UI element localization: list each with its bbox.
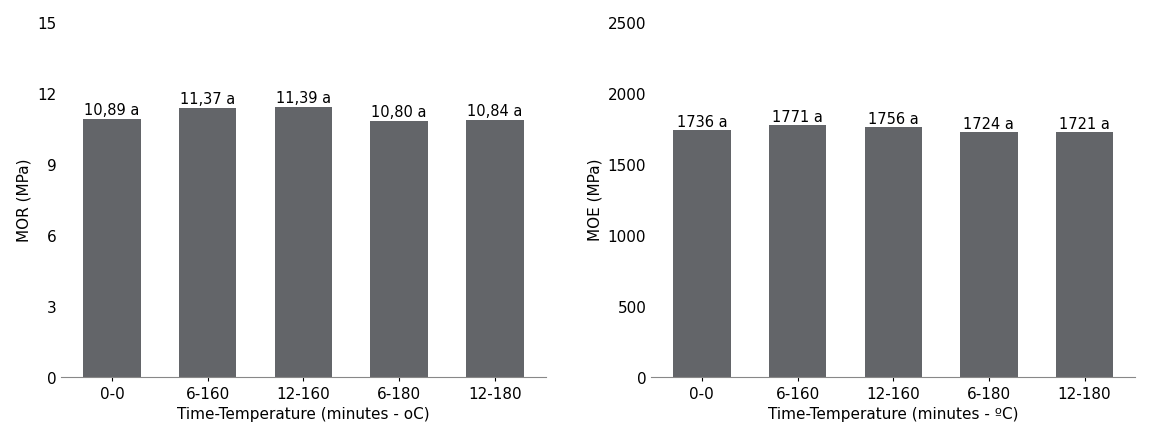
X-axis label: Time-Temperature (minutes - oC): Time-Temperature (minutes - oC) bbox=[177, 406, 430, 421]
Bar bbox=[371, 122, 427, 377]
Text: 11,37 a: 11,37 a bbox=[180, 92, 235, 106]
Y-axis label: MOE (MPa): MOE (MPa) bbox=[588, 159, 602, 241]
Text: 10,89 a: 10,89 a bbox=[84, 103, 139, 118]
Bar bbox=[179, 108, 236, 377]
Bar bbox=[1056, 133, 1113, 377]
Bar bbox=[673, 131, 730, 377]
Bar bbox=[83, 120, 141, 377]
Text: 11,39 a: 11,39 a bbox=[275, 91, 331, 106]
Bar bbox=[864, 128, 922, 377]
Text: 1771 a: 1771 a bbox=[772, 110, 823, 125]
X-axis label: Time-Temperature (minutes - ºC): Time-Temperature (minutes - ºC) bbox=[768, 406, 1018, 421]
Text: 1736 a: 1736 a bbox=[676, 115, 727, 130]
Text: 10,80 a: 10,80 a bbox=[371, 105, 427, 120]
Bar bbox=[274, 108, 332, 377]
Text: 1721 a: 1721 a bbox=[1059, 117, 1111, 132]
Y-axis label: MOR (MPa): MOR (MPa) bbox=[16, 158, 31, 241]
Bar bbox=[467, 121, 523, 377]
Bar bbox=[961, 133, 1017, 377]
Text: 10,84 a: 10,84 a bbox=[468, 104, 523, 119]
Bar bbox=[768, 126, 826, 377]
Text: 1724 a: 1724 a bbox=[963, 117, 1015, 131]
Text: 1756 a: 1756 a bbox=[867, 112, 918, 127]
